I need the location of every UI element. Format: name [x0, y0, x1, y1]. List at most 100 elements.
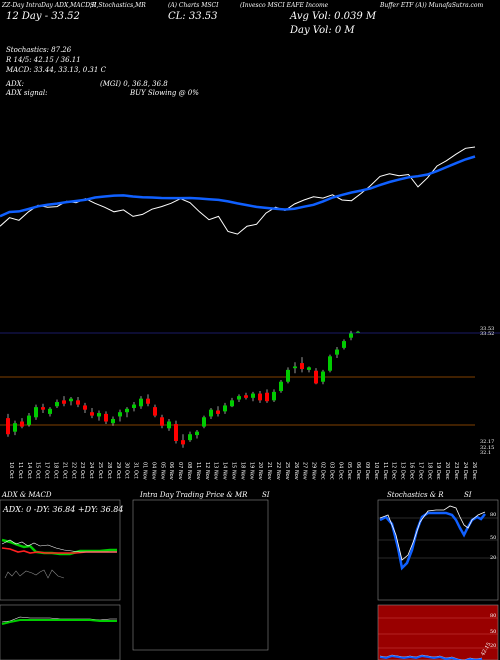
date-tick-label: 25 Oct — [97, 462, 103, 479]
candle-body — [83, 405, 87, 410]
candle-body — [216, 410, 220, 414]
candle-body — [69, 398, 73, 402]
price-label-bottom-2: 32.15 — [480, 445, 495, 451]
candle-body — [209, 409, 213, 417]
candle-body — [230, 400, 234, 407]
date-tick-label: 09 Dec — [364, 462, 370, 480]
candle-body — [167, 421, 171, 429]
date-tick-label: 18 Dec — [426, 462, 432, 480]
price-label-bottom: 32.17 — [480, 439, 495, 445]
stoch-panel-frame — [377, 499, 499, 601]
rsi-label-50: 50 — [490, 629, 497, 635]
price-label-top: 33.53 — [480, 326, 495, 332]
intraday-panel-frame — [132, 499, 269, 651]
rsi-blue-line — [379, 654, 483, 660]
adx-mid-readout: (MGI) 0, 36.8, 36.8 — [100, 80, 168, 88]
candle-body — [20, 421, 24, 427]
candle-body — [251, 393, 255, 398]
intraday-panel-title: Intra Day Trading Price & MR — [140, 491, 248, 499]
date-tick-label: 26 Nov — [293, 462, 299, 480]
adx-histogram-wave — [4, 569, 65, 579]
rsi-value-label: 42.15 — [480, 641, 493, 657]
date-tick-label: 19 Nov — [248, 462, 254, 480]
candle-body — [258, 393, 262, 401]
candle-body — [321, 371, 325, 382]
candle-body — [244, 395, 248, 398]
date-tick-label: 22 Nov — [275, 462, 281, 480]
stoch-label-20: 20 — [490, 555, 497, 561]
candle-body — [223, 405, 227, 412]
candle-body — [314, 370, 318, 384]
candle-body — [237, 396, 241, 400]
rsi-label-80: 80 — [490, 613, 497, 619]
candle-body — [279, 381, 283, 392]
date-tick-label: 24 Oct — [88, 462, 94, 479]
candle-body — [349, 333, 353, 338]
candle-body — [125, 408, 129, 413]
macd-panel-frame — [0, 604, 121, 660]
header-title-5: Buffer ETF (A)) MunafaSutra.com — [380, 2, 484, 9]
date-tick-label: 08 Nov — [186, 462, 192, 480]
moving-average-line — [0, 155, 476, 218]
candle-body — [328, 356, 332, 371]
stoch-d-line — [379, 505, 486, 561]
date-tick-label: 04 Dec — [337, 462, 343, 480]
date-axis: 10 Oct 11 Oct 14 Oct 15 Oct 17 Oct 18 Oct 21 O… — [8, 462, 477, 480]
date-tick-label: 12 Nov — [204, 462, 210, 480]
stoch-panel-si: SI — [464, 491, 472, 499]
date-tick-label: 07 Nov — [177, 462, 183, 480]
date-price: 12 Day - 33.52 — [6, 11, 80, 22]
date-tick-label: 05 Dec — [346, 462, 352, 480]
main-price-chart: 10 Oct 11 Oct 14 Oct 15 Oct 17 Oct 18 Oct 21 O… — [0, 146, 500, 480]
candle-body — [55, 402, 59, 407]
candle-body — [111, 418, 115, 424]
close-price: CL: 33.53 — [168, 11, 218, 22]
date-tick-label: 17 Oct — [44, 462, 50, 479]
stoch-label-50: 50 — [490, 535, 497, 541]
date-tick-label: 25 Nov — [284, 462, 290, 480]
date-tick-label: 03 Dec — [328, 462, 334, 480]
stochastics-readout: Stochastics: 87.26 — [6, 46, 72, 54]
date-tick-label: 29 Oct — [115, 462, 121, 479]
candle-body — [97, 413, 101, 417]
candles-group — [6, 330, 360, 448]
date-tick-label: 15 Nov — [231, 462, 237, 480]
date-tick-label: 11 Dec — [382, 462, 388, 480]
date-tick-label: 18 Oct — [53, 462, 59, 479]
adx-line — [1, 539, 117, 553]
candle-body — [174, 424, 178, 441]
candle-body — [195, 431, 199, 436]
stoch-label-80: 80 — [490, 512, 497, 518]
candle-body — [139, 398, 143, 407]
rsi-white-line — [379, 654, 483, 660]
date-tick-label: 21 Oct — [61, 462, 67, 479]
header-title-3: (A) Charts MSCI — [168, 2, 219, 9]
macd-line — [1, 616, 117, 623]
candle-body — [202, 417, 206, 427]
candle-body — [153, 407, 157, 416]
candle-body — [27, 415, 31, 425]
date-tick-label: 20 Dec — [444, 462, 450, 480]
date-tick-label: 21 Nov — [266, 462, 272, 480]
plus-di-line — [1, 538, 117, 556]
macd-signal-line — [1, 619, 117, 625]
date-tick-label: 12 Dec — [391, 462, 397, 480]
stoch-panel-title: Stochastics & R — [387, 491, 444, 499]
candle-body — [90, 412, 94, 416]
candle-body — [6, 418, 10, 435]
date-tick-label: 31 Oct — [133, 462, 139, 479]
date-tick-label: 30 Oct — [124, 462, 130, 479]
candle-body — [160, 417, 164, 426]
date-tick-label: 24 Dec — [462, 462, 468, 480]
date-tick-label: 13 Dec — [400, 462, 406, 480]
header-title-2: SI,Stochastics,MR — [90, 2, 146, 9]
date-tick-label: 15 Oct — [35, 462, 41, 479]
date-tick-label: 01 Nov — [142, 462, 148, 480]
date-tick-label: 14 Nov — [222, 462, 228, 480]
date-tick-label: 19 Dec — [435, 462, 441, 480]
date-tick-label: 27 Nov — [302, 462, 308, 480]
date-tick-label: 13 Nov — [213, 462, 219, 480]
candle-body — [300, 363, 304, 370]
date-tick-label: 22 Oct — [70, 462, 76, 479]
candle-body — [146, 398, 150, 404]
